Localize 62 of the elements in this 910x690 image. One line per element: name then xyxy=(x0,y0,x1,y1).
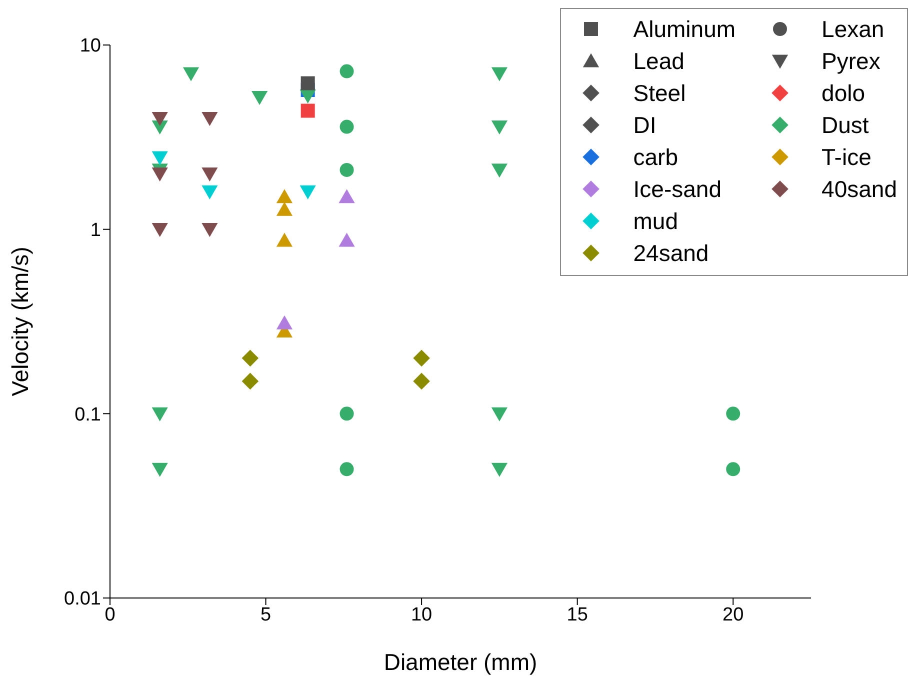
y-tick-label: 10 xyxy=(80,36,101,57)
point xyxy=(340,462,354,476)
y-tick-label: 0.1 xyxy=(74,404,101,426)
y-tick-label: 0.01 xyxy=(64,588,101,610)
legend-label: DI xyxy=(633,112,656,138)
point xyxy=(276,202,293,216)
point xyxy=(340,406,354,421)
legend-label: Dust xyxy=(822,112,869,138)
x-axis-title: Diameter (mm) xyxy=(384,649,538,675)
point xyxy=(340,120,354,134)
point xyxy=(338,232,355,247)
point xyxy=(152,462,168,477)
point xyxy=(202,223,218,238)
point xyxy=(340,64,354,78)
legend-label: mud xyxy=(633,208,678,234)
point xyxy=(152,112,168,126)
legend-label: Aluminum xyxy=(633,16,736,42)
legend-label: Lexan xyxy=(822,16,884,42)
point xyxy=(491,120,508,134)
point xyxy=(491,462,508,477)
point xyxy=(242,372,259,390)
y-tick-label: 1 xyxy=(90,220,101,242)
legend-label: Steel xyxy=(633,80,686,106)
point xyxy=(152,168,168,182)
legend-label: Lead xyxy=(633,48,684,74)
point xyxy=(491,164,508,178)
point xyxy=(491,407,508,422)
legend-label: 24sand xyxy=(633,240,709,266)
legend-label: carb xyxy=(633,144,678,170)
point xyxy=(202,168,218,182)
point xyxy=(276,189,293,204)
x-tick-label: 10 xyxy=(410,604,432,626)
point xyxy=(152,407,168,422)
point xyxy=(726,462,740,476)
legend-label: T-ice xyxy=(822,144,872,170)
legend-label: dolo xyxy=(822,80,866,106)
point xyxy=(300,185,316,200)
x-tick-label: 5 xyxy=(260,604,272,626)
point xyxy=(340,162,354,177)
point xyxy=(152,223,168,238)
legend-label: Ice-sand xyxy=(633,176,722,202)
x-tick-label: 15 xyxy=(566,604,588,626)
point xyxy=(413,350,430,367)
point xyxy=(152,151,168,166)
point xyxy=(276,232,293,247)
legend-label: Pyrex xyxy=(822,48,880,74)
point xyxy=(491,67,508,82)
point xyxy=(300,76,315,90)
point xyxy=(338,189,355,204)
x-tick-label: 0 xyxy=(104,604,116,626)
point xyxy=(202,185,218,200)
x-tick-label: 20 xyxy=(722,604,744,626)
legend-label: 40sand xyxy=(822,176,897,202)
point xyxy=(251,91,268,106)
point xyxy=(413,372,430,390)
point xyxy=(300,104,315,118)
point xyxy=(202,112,218,126)
point xyxy=(726,406,740,421)
point xyxy=(182,67,200,82)
y-axis-title: Velocity (km/s) xyxy=(7,246,34,396)
point xyxy=(276,315,293,330)
point xyxy=(242,350,259,367)
